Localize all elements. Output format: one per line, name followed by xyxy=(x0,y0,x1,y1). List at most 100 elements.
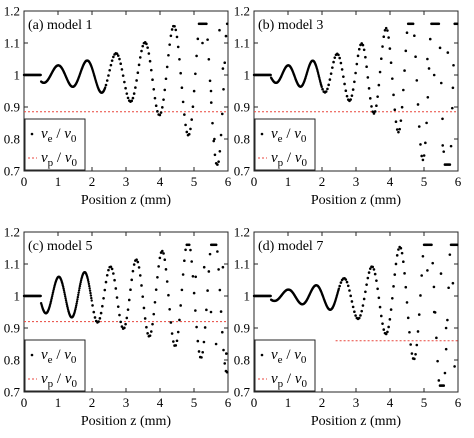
electron-velocity-point xyxy=(118,313,121,317)
electron-velocity-point xyxy=(152,312,156,316)
electron-velocity-point xyxy=(220,330,224,334)
electron-velocity-point xyxy=(221,67,225,70)
electron-velocity-point xyxy=(225,352,228,355)
x-tick-label: 0 xyxy=(21,174,28,189)
electron-velocity-point xyxy=(207,270,211,273)
electron-velocity-point xyxy=(384,26,388,30)
legend-text-part: p xyxy=(48,157,54,169)
x-tick-label: 5 xyxy=(191,395,198,410)
electron-velocity-point xyxy=(202,265,206,269)
x-tick-label: 1 xyxy=(55,395,62,410)
electron-velocity-point xyxy=(75,304,78,307)
electron-velocity-point xyxy=(98,317,102,320)
electron-velocity-point xyxy=(115,296,119,299)
y-tick-label: 1.2 xyxy=(4,225,20,240)
electron-velocity-point xyxy=(321,87,324,91)
electron-velocity-point xyxy=(435,336,438,340)
legend-box xyxy=(24,339,86,392)
electron-velocity-point xyxy=(163,258,167,262)
electron-velocity-point xyxy=(191,274,195,278)
electron-velocity-point xyxy=(386,29,389,32)
electron-velocity-point xyxy=(415,79,419,82)
electron-velocity-point xyxy=(79,280,82,284)
y-tick-label: 0.7 xyxy=(234,385,251,400)
electron-velocity-point xyxy=(359,314,362,317)
x-tick-label: 5 xyxy=(191,174,198,189)
electron-velocity-point xyxy=(357,47,361,51)
electron-velocity-point xyxy=(338,284,341,288)
electron-velocity-point xyxy=(191,105,195,108)
electron-velocity-point xyxy=(357,316,361,320)
electron-velocity-point xyxy=(449,144,453,148)
legend-text-part: / xyxy=(53,150,65,166)
electron-velocity-point xyxy=(149,330,153,333)
electron-velocity-point xyxy=(147,52,151,55)
legend-text-part: v xyxy=(65,150,72,166)
electron-velocity-point xyxy=(88,284,91,288)
electron-velocity-point xyxy=(64,297,67,300)
y-tick-label: 0.7 xyxy=(4,385,21,400)
electron-velocity-point xyxy=(75,302,78,305)
electron-velocity-point xyxy=(123,326,126,330)
electron-velocity-point xyxy=(159,111,163,114)
electron-velocity-point xyxy=(408,330,411,334)
legend-text-part: v xyxy=(65,371,72,387)
electron-velocity-point xyxy=(339,281,343,284)
legend-text-part: p xyxy=(278,157,284,169)
electron-velocity-point xyxy=(339,61,343,65)
x-tick-label: 3 xyxy=(353,395,360,410)
electron-velocity-point xyxy=(367,271,371,274)
electron-velocity-point xyxy=(137,63,141,67)
legend-text-part: 0 xyxy=(302,157,308,169)
electron-velocity-point xyxy=(119,320,122,324)
panel-title: (b) model 3 xyxy=(258,18,323,33)
electron-velocity-point xyxy=(77,289,81,292)
legend-marker-electron xyxy=(30,132,34,136)
electron-velocity-point xyxy=(326,87,329,91)
electron-velocity-point xyxy=(416,103,420,106)
x-tick-label: 1 xyxy=(55,174,62,189)
electron-velocity-point xyxy=(174,28,178,32)
electron-velocity-point xyxy=(146,332,149,335)
electron-velocity-point xyxy=(97,320,100,323)
electron-velocity-point xyxy=(78,284,82,288)
electron-velocity-point xyxy=(148,59,152,63)
electron-velocity-point xyxy=(222,87,225,91)
electron-velocity-point xyxy=(39,73,42,77)
electron-velocity-point xyxy=(417,313,421,316)
electron-velocity-point xyxy=(421,158,425,162)
electron-velocity-point xyxy=(105,273,109,277)
electron-velocity-point xyxy=(184,123,187,127)
electron-velocity-point xyxy=(153,96,157,100)
electron-velocity-point xyxy=(65,303,69,306)
electron-velocity-point xyxy=(329,72,333,75)
electron-velocity-point xyxy=(207,57,211,61)
electron-velocity-point xyxy=(327,83,330,87)
electron-velocity-point xyxy=(353,310,356,313)
electron-velocity-point xyxy=(439,81,443,85)
legend-text-part: v xyxy=(271,150,278,166)
electron-velocity-point xyxy=(201,41,204,45)
legend-text-part: / xyxy=(283,126,295,142)
electron-velocity-point xyxy=(157,265,160,268)
electron-velocity-point xyxy=(175,339,179,343)
electron-velocity-point xyxy=(161,249,164,253)
electron-velocity-point xyxy=(131,96,135,100)
electron-velocity-point xyxy=(414,55,417,59)
electron-velocity-point xyxy=(430,243,433,247)
legend-text-part: 0 xyxy=(72,378,78,390)
legend-text-part: 0 xyxy=(72,157,78,169)
electron-velocity-point xyxy=(76,295,80,299)
electron-velocity-point xyxy=(392,285,395,288)
electron-velocity-point xyxy=(417,125,421,128)
y-tick-label: 0.8 xyxy=(4,132,20,147)
electron-velocity-point xyxy=(432,285,436,289)
electron-velocity-point xyxy=(220,112,224,116)
electron-velocity-point xyxy=(103,288,107,292)
legend-text-part: v xyxy=(294,347,301,363)
electron-velocity-point xyxy=(348,289,351,292)
electron-velocity-point xyxy=(189,127,192,131)
electron-velocity-point xyxy=(446,51,450,54)
electron-velocity-point xyxy=(340,68,344,71)
